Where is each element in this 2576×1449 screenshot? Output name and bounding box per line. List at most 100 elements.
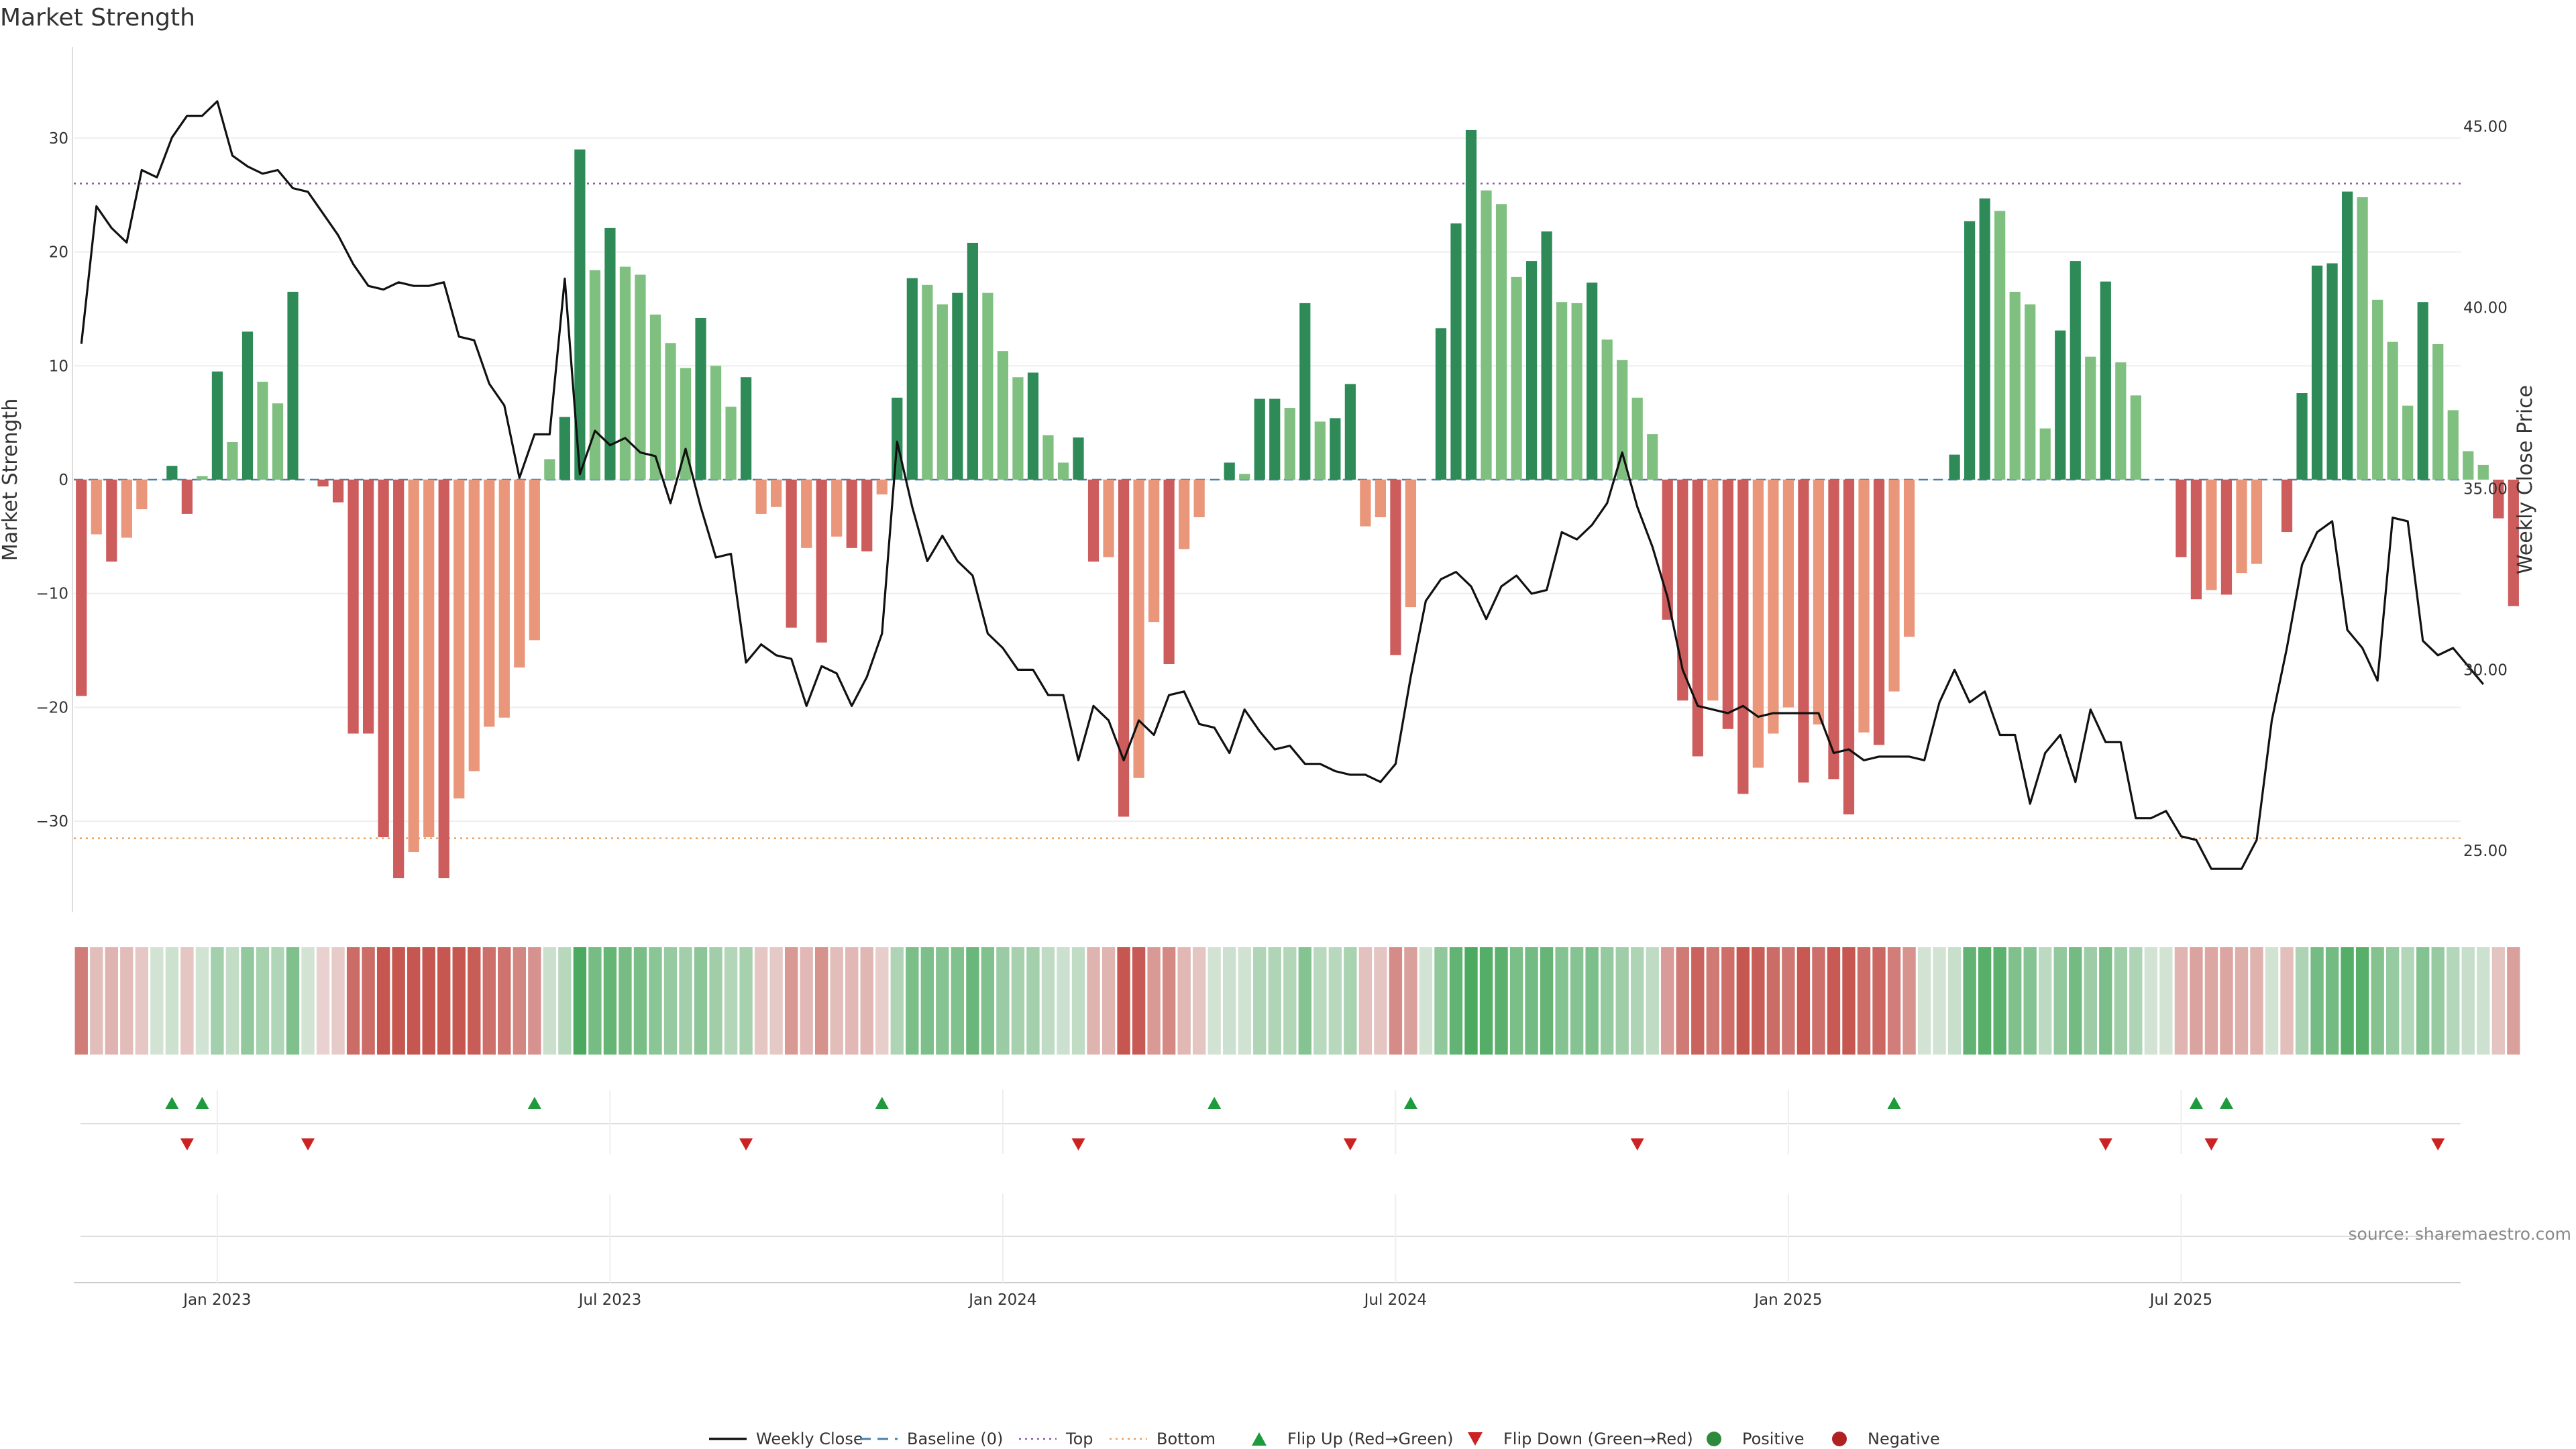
heat-cell xyxy=(1585,947,1599,1055)
heat-cell xyxy=(120,947,133,1055)
heat-cell xyxy=(724,947,738,1055)
heat-cell xyxy=(1358,947,1373,1055)
heat-cell xyxy=(482,947,496,1055)
strength-bar xyxy=(2387,341,2398,480)
heat-cell xyxy=(890,947,904,1055)
strength-bar xyxy=(1284,408,1295,480)
strength-bar xyxy=(484,480,495,727)
heat-cell xyxy=(498,947,511,1055)
heat-cell xyxy=(1933,947,1946,1055)
strength-bar xyxy=(181,480,193,514)
right-tick-label: 35.00 xyxy=(2463,480,2508,498)
strength-bar xyxy=(1737,480,1749,794)
heat-cell xyxy=(195,947,209,1055)
heat-cell xyxy=(1766,947,1780,1055)
legend-label: Weekly Close xyxy=(756,1430,863,1448)
strength-bar xyxy=(1525,261,1538,480)
strength-bar xyxy=(952,292,963,480)
heat-cell xyxy=(800,947,813,1055)
chart-title: Market Strength xyxy=(0,4,195,32)
heat-cell xyxy=(331,947,345,1055)
heat-cell xyxy=(1978,947,1992,1055)
heat-cell xyxy=(1253,947,1267,1055)
heat-cell xyxy=(2385,947,2400,1055)
flip-up-marker xyxy=(2189,1097,2203,1109)
x-tick-label: Jul 2023 xyxy=(578,1291,642,1309)
strength-bar xyxy=(1631,397,1643,480)
source-credit: source: sharemaestro.com xyxy=(2349,1224,2572,1244)
heat-cell xyxy=(754,947,768,1055)
flip-down-marker xyxy=(1630,1138,1644,1150)
heat-cell xyxy=(2355,947,2369,1055)
legend-swatch-triangle-up xyxy=(1252,1432,1267,1446)
heat-cell xyxy=(573,947,587,1055)
heat-cell xyxy=(1555,947,1568,1055)
strength-bar xyxy=(2296,393,2308,480)
heat-cell xyxy=(920,947,934,1055)
heat-cell xyxy=(649,947,662,1055)
strength-bar xyxy=(861,480,873,551)
flip-down-marker xyxy=(301,1138,315,1150)
flip-up-marker xyxy=(875,1097,889,1109)
left-tick-label: 10 xyxy=(49,358,68,375)
heat-cell xyxy=(1993,947,2006,1055)
strength-bar xyxy=(982,292,994,480)
heat-cell xyxy=(150,947,164,1055)
heat-cell xyxy=(1827,947,1841,1055)
heat-cell xyxy=(2280,947,2294,1055)
strength-bar xyxy=(1103,480,1114,557)
heat-cell xyxy=(588,947,602,1055)
heat-cell xyxy=(392,947,405,1055)
strength-bar xyxy=(1254,398,1265,480)
legend-label: Positive xyxy=(1742,1430,1805,1448)
strength-bar xyxy=(2085,356,2096,480)
strength-bar xyxy=(2342,191,2353,480)
strength-bar xyxy=(2206,480,2217,590)
heat-cell xyxy=(996,947,1010,1055)
heat-cell xyxy=(981,947,995,1055)
strength-bar xyxy=(1541,231,1552,480)
heat-cell xyxy=(180,947,194,1055)
strength-bar xyxy=(272,403,284,480)
strength-bar xyxy=(106,480,117,562)
heat-cell xyxy=(1147,947,1161,1055)
legend-item: Baseline (0) xyxy=(860,1430,1003,1448)
strength-bar xyxy=(347,480,359,734)
weekly-close-line xyxy=(80,100,2485,870)
right-axis-label: Weekly Close Price xyxy=(2514,385,2537,574)
left-tick-label: −10 xyxy=(36,586,68,603)
strength-bar xyxy=(2220,480,2233,595)
legend-item: Weekly Close xyxy=(709,1430,863,1448)
heat-cell xyxy=(1268,947,1281,1055)
strength-bar xyxy=(665,343,676,480)
legend-label: Negative xyxy=(1868,1430,1940,1448)
legend-swatch-triangle-down xyxy=(1468,1432,1483,1446)
strength-bar xyxy=(892,397,903,480)
heat-cell xyxy=(2204,947,2218,1055)
heat-cell xyxy=(2401,947,2414,1055)
strength-bar xyxy=(1994,211,2006,480)
strength-bar xyxy=(438,480,449,879)
heat-cell xyxy=(709,947,722,1055)
heat-cell xyxy=(1646,947,1659,1055)
heat-cell xyxy=(1102,947,1116,1055)
legend-label: Top xyxy=(1065,1430,1093,1448)
strength-bar xyxy=(1798,480,1809,783)
strength-bar xyxy=(1647,434,1658,480)
heat-cell xyxy=(1570,947,1584,1055)
strength-bar xyxy=(317,480,329,487)
heat-cell xyxy=(2069,947,2082,1055)
heat-cell xyxy=(830,947,843,1055)
strength-bar xyxy=(2311,265,2323,480)
strength-bar xyxy=(1118,480,1130,817)
strength-bar xyxy=(1133,480,1144,778)
heat-cell xyxy=(1464,947,1478,1055)
strength-bar xyxy=(378,480,389,837)
heat-cell xyxy=(1479,947,1493,1055)
strength-bar xyxy=(1858,480,1870,733)
strength-bar xyxy=(1330,418,1341,480)
strength-bar xyxy=(1027,372,1039,480)
heat-cell xyxy=(1706,947,1719,1055)
strength-bar xyxy=(1813,480,1825,724)
strength-bar xyxy=(635,274,646,480)
